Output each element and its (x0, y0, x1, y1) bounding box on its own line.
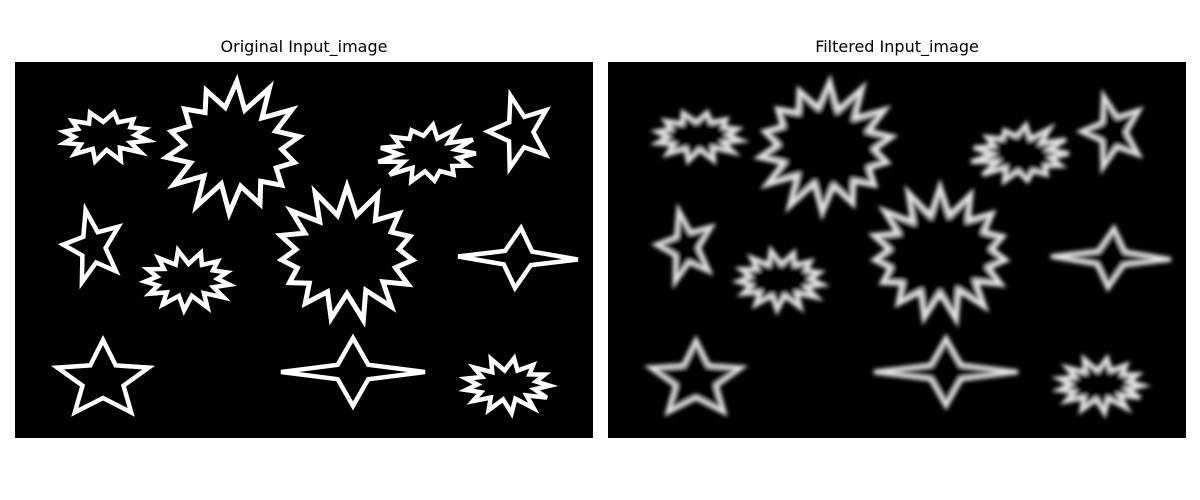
burst-large-top-filtered (753, 73, 899, 221)
star-mid-right-original (457, 223, 579, 293)
star-bottom-center-original (280, 333, 426, 411)
burst-large-center-original (274, 178, 418, 328)
star-bottom-left-filtered (643, 334, 749, 417)
burst-large-center-filtered (867, 178, 1011, 328)
burst-top-right-original (377, 120, 477, 187)
original-image-title: Original Input_image (220, 37, 388, 56)
burst-bottom-right-original (458, 353, 559, 419)
burst-top-left-original (56, 108, 157, 166)
original-image-panel (15, 62, 593, 438)
filtered-image-canvas (643, 73, 1172, 419)
burst-bottom-right-filtered (1051, 353, 1152, 419)
filtered-image-panel (608, 62, 1186, 438)
burst-top-right-filtered (970, 120, 1070, 187)
star-bottom-center-filtered (873, 333, 1019, 411)
star-top-right-filtered (1075, 88, 1145, 175)
star-top-right-original (482, 88, 552, 175)
filtered-image-title: Filtered Input_image (815, 37, 979, 56)
star-mid-left-original (57, 202, 124, 290)
burst-mid-left-filtered (731, 244, 831, 316)
burst-top-left-filtered (649, 108, 750, 166)
original-image-canvas (50, 73, 579, 419)
burst-mid-left-original (138, 244, 238, 316)
burst-large-top-original (160, 73, 306, 221)
star-mid-left-filtered (650, 202, 717, 290)
star-bottom-left-original (50, 334, 156, 417)
star-mid-right-filtered (1050, 223, 1172, 293)
